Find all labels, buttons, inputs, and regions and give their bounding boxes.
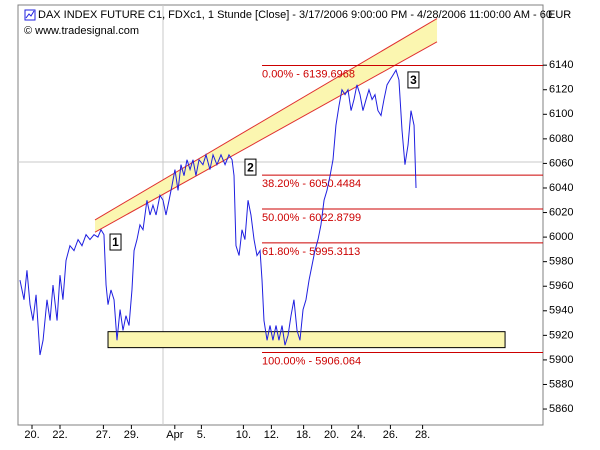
price-line — [19, 68, 417, 356]
x-tick-label: Apr — [166, 429, 183, 441]
trend-channel — [95, 18, 438, 233]
copyright: © www.tradesignal.com — [24, 25, 139, 37]
chart-title: DAX INDEX FUTURE C1, FDXc1, 1 Stunde [Cl… — [38, 9, 552, 21]
y-tick-label: 6140 — [549, 59, 573, 71]
y-tick-label: 6000 — [549, 231, 573, 243]
x-tick-label: 12. — [264, 429, 279, 441]
x-tick-label: 22. — [52, 429, 67, 441]
y-tick-label: 6020 — [549, 206, 573, 218]
y-tick-label: 5860 — [549, 403, 573, 415]
channel-line — [94, 18, 438, 221]
y-tick-label: 6060 — [549, 157, 573, 169]
wave-box — [407, 71, 420, 89]
wave-box — [244, 158, 257, 176]
x-tick-label: 5. — [197, 429, 206, 441]
x-tick-label: 18. — [296, 429, 311, 441]
y-tick-label: 6080 — [549, 133, 573, 145]
fib-label: 61.80% - 5995.3113 — [262, 246, 360, 258]
fib-label: 0.00% - 6139.6968 — [262, 68, 355, 80]
x-tick-label: 20. — [24, 429, 39, 441]
fib-label: 100.00% - 5906.064 — [262, 355, 361, 367]
wave-label: 2 — [247, 160, 254, 174]
y-tick-label: 6040 — [549, 182, 573, 194]
currency: EUR — [548, 9, 571, 21]
y-tick-label: 5880 — [549, 378, 573, 390]
y-tick-label: 5940 — [549, 305, 573, 317]
y-tick-label: 5920 — [549, 329, 573, 341]
layer: 0.00% - 6139.6968 38.20% - 6050.4484 50.00… — [19, 18, 573, 441]
fib-label: 38.20% - 6050.4484 — [262, 178, 361, 190]
x-tick-label: 10. — [236, 429, 251, 441]
channel-line — [94, 41, 438, 233]
y-tick-label: 6100 — [549, 108, 573, 120]
y-tick-label: 5960 — [549, 280, 573, 292]
wave-label: 3 — [410, 73, 417, 87]
x-tick-label: 20. — [324, 429, 339, 441]
title-icon — [25, 10, 35, 19]
x-tick-label: 24. — [351, 429, 366, 441]
y-tick-label: 5980 — [549, 256, 573, 268]
fib-label: 50.00% - 6022.8799 — [262, 212, 361, 224]
support-zone — [107, 331, 506, 349]
wave-box — [109, 233, 122, 251]
x-tick-label: 29. — [124, 429, 139, 441]
x-tick-label: 28. — [415, 429, 430, 441]
wave-label: 1 — [112, 235, 119, 249]
y-tick-label: 5900 — [549, 354, 573, 366]
x-tick-label: 26. — [383, 429, 398, 441]
y-tick-label: 6120 — [549, 84, 573, 96]
x-tick-label: 27. — [96, 429, 111, 441]
